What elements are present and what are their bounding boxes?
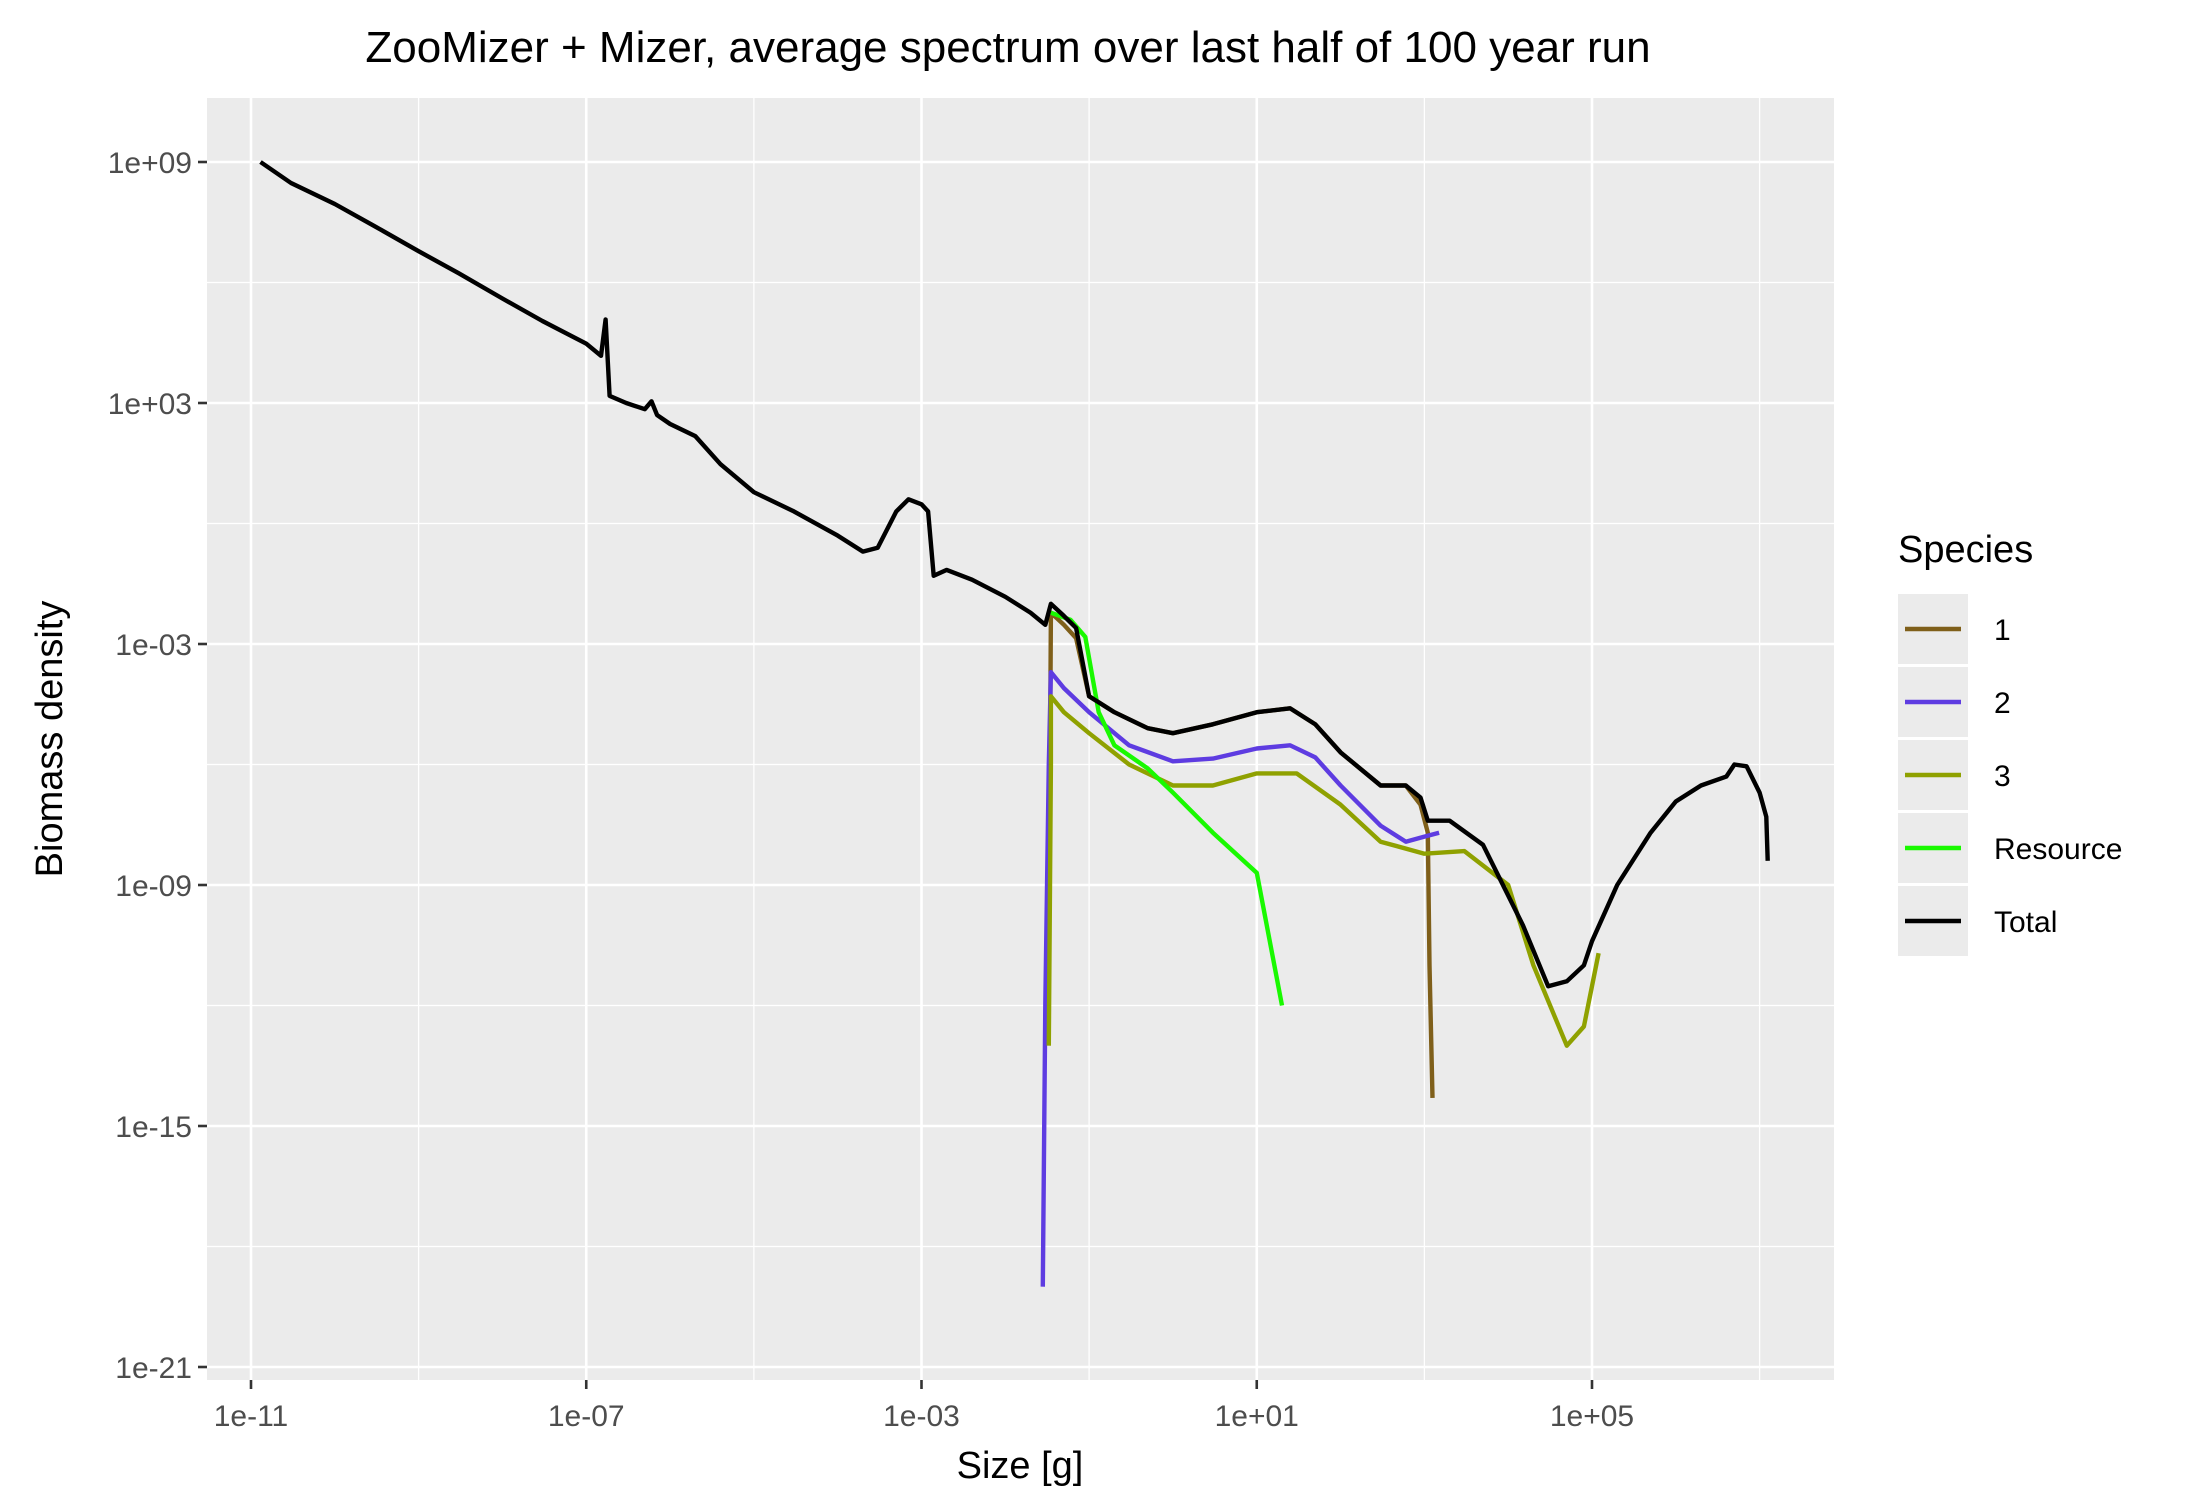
x-axis: 1e-11 1e-07 1e-03 1e+01 1e+05 — [214, 1380, 1634, 1433]
legend-title: Species — [1898, 529, 2033, 571]
y-tick-label: 1e+09 — [108, 147, 192, 180]
series-line-3 — [1046, 694, 1601, 1048]
x-tick-label: 1e+01 — [1215, 1400, 1299, 1433]
y-tick-label: 1e-21 — [115, 1352, 192, 1385]
x-tick-label: 1e-11 — [214, 1400, 289, 1433]
plot-panel — [207, 98, 1834, 1380]
series-line-total — [259, 160, 1770, 989]
series-layer — [259, 160, 1770, 1287]
y-axis: 1e+09 1e+03 1e-03 1e-09 1e-15 1e-21 — [108, 147, 207, 1385]
y-axis-title: Biomass density — [29, 601, 71, 878]
legend-label-total: Total — [1994, 906, 2057, 939]
legend-label-1: 1 — [1994, 614, 2011, 647]
x-tick-label: 1e-03 — [883, 1400, 960, 1433]
x-tick-label: 1e-07 — [548, 1400, 625, 1433]
chart-title: ZooMizer + Mizer, average spectrum over … — [365, 23, 1650, 72]
y-tick-label: 1e-09 — [115, 870, 192, 903]
legend-label-resource: Resource — [1994, 833, 2122, 866]
x-axis-title: Size [g] — [957, 1445, 1084, 1487]
y-tick-label: 1e-15 — [115, 1111, 192, 1144]
x-tick-label: 1e+05 — [1550, 1400, 1634, 1433]
legend: Species 1 2 3 Resource Total — [1898, 529, 2122, 956]
legend-label-2: 2 — [1994, 687, 2011, 720]
y-tick-label: 1e-03 — [115, 629, 192, 662]
y-tick-label: 1e+03 — [108, 388, 192, 421]
legend-label-3: 3 — [1994, 760, 2011, 793]
